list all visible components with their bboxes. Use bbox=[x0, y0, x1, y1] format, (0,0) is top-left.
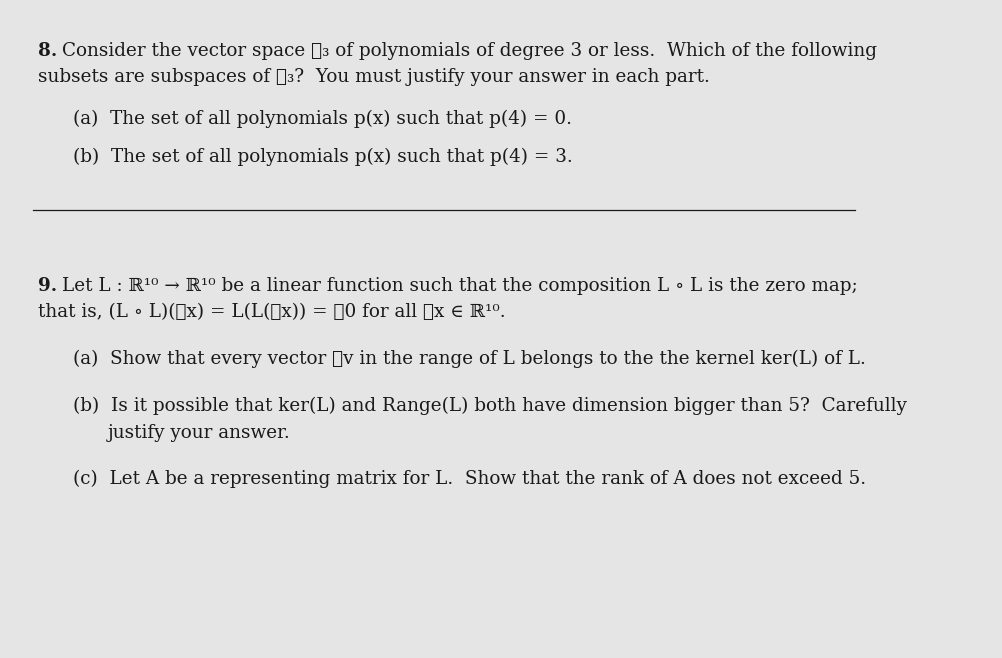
Text: (c)  Let A be a representing matrix for L.  Show that the rank of A does not exc: (c) Let A be a representing matrix for L… bbox=[72, 469, 865, 488]
Text: subsets are subspaces of ℜ₃?  You must justify your answer in each part.: subsets are subspaces of ℜ₃? You must ju… bbox=[37, 68, 708, 86]
Text: (b)  The set of all polynomials p(x) such that p(4) = 3.: (b) The set of all polynomials p(x) such… bbox=[72, 147, 572, 166]
Text: (a)  The set of all polynomials p(x) such that p(4) = 0.: (a) The set of all polynomials p(x) such… bbox=[72, 110, 571, 128]
Text: (a)  Show that every vector ⃗v in the range of L belongs to the the kernel ker(L: (a) Show that every vector ⃗v in the ran… bbox=[72, 349, 865, 368]
Text: 8.: 8. bbox=[37, 42, 57, 61]
Text: justify your answer.: justify your answer. bbox=[107, 424, 290, 442]
Text: Let L : ℝ¹⁰ → ℝ¹⁰ be a linear function such that the composition L ∘ L is the ze: Let L : ℝ¹⁰ → ℝ¹⁰ be a linear function s… bbox=[62, 278, 857, 295]
Text: that is, (L ∘ L)(⃗x) = L(L(⃗x)) = ⃗0 for all ⃗x ∈ ℝ¹⁰.: that is, (L ∘ L)(⃗x) = L(L(⃗x)) = ⃗0 for… bbox=[37, 303, 505, 321]
Text: (b)  Is it possible that ker(L) and Range(L) both have dimension bigger than 5? : (b) Is it possible that ker(L) and Range… bbox=[72, 397, 906, 415]
Text: Consider the vector space ℜ₃ of polynomials of degree 3 or less.  Which of the f: Consider the vector space ℜ₃ of polynomi… bbox=[62, 42, 876, 61]
Text: 9.: 9. bbox=[37, 278, 56, 295]
